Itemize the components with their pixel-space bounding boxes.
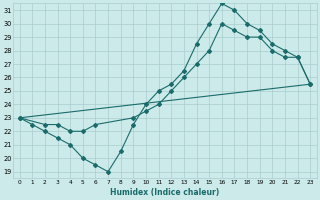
X-axis label: Humidex (Indice chaleur): Humidex (Indice chaleur) bbox=[110, 188, 220, 197]
